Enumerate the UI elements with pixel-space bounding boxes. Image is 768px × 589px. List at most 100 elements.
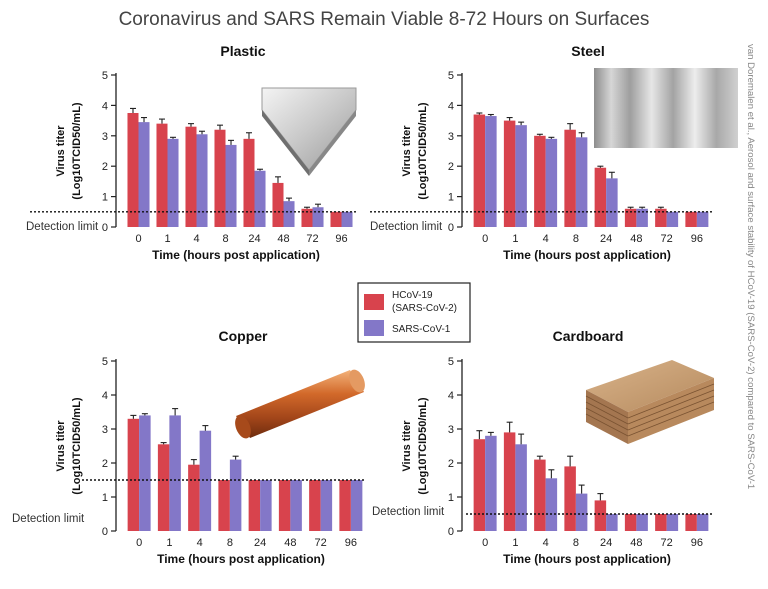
steel-x-tick-label: 48 <box>630 233 642 245</box>
cardboard-bar-sars2 <box>534 459 546 531</box>
steel-bar-sars1 <box>606 178 618 227</box>
copper-bar-sars1 <box>169 415 181 531</box>
steel-bar-sars1 <box>666 211 679 227</box>
plastic-bar-sars1 <box>225 144 237 227</box>
plastic-x-tick-label: 96 <box>335 233 347 245</box>
figure-title: Coronavirus and SARS Remain Viable 8-72 … <box>119 9 650 30</box>
copper-chart: Copper 0 1 2 3 4 5 Virus titer (Log10TCID50/mL) 0… <box>12 328 366 566</box>
plastic-y-tick-label: 4 <box>102 100 108 112</box>
steel-chart-title: Steel <box>571 43 604 59</box>
steel-y-tick-label: 3 <box>448 131 454 143</box>
plastic-bar-sars1 <box>138 122 150 227</box>
plastic-sheet-image <box>261 87 357 176</box>
cardboard-x-tick-label: 4 <box>543 537 549 549</box>
steel-bar-sars2 <box>655 208 667 227</box>
copper-y-label-line2: (Log10TCID50/mL) <box>71 397 83 495</box>
plastic-x-tick-label: 48 <box>277 233 289 245</box>
cardboard-y-tick-label: 5 <box>448 356 454 368</box>
copper-y-tick-label: 0 <box>102 526 108 538</box>
steel-y-label-line2: (Log10TCID50/mL) <box>417 102 429 200</box>
plastic-bar-sars2 <box>214 129 226 227</box>
steel-x-label: Time (hours post application) <box>503 248 671 262</box>
plastic-bar-sars1 <box>254 170 266 227</box>
steel-x-tick-label: 0 <box>482 233 488 245</box>
cardboard-chart-title: Cardboard <box>553 328 624 344</box>
steel-y-label-line1: Virus titer <box>401 125 413 177</box>
steel-bar-sars1 <box>636 208 648 227</box>
cardboard-bar-sars1 <box>696 514 709 531</box>
plastic-y-tick-label: 0 <box>102 222 108 234</box>
copper-y-tick-label: 1 <box>102 492 108 504</box>
cardboard-bar-sars2 <box>624 514 637 531</box>
cardboard-detection-limit-label: Detection limit <box>372 506 445 518</box>
legend-label-sars2-line1: HCoV-19 <box>392 290 433 301</box>
steel-bar-sars1 <box>515 125 527 227</box>
plastic-bar-sars2 <box>127 113 139 227</box>
copper-x-tick-label: 96 <box>345 537 357 549</box>
copper-bar-sars1 <box>139 415 151 531</box>
cardboard-chart: Cardboard 0 1 2 3 4 5 Virus titer (Log10TCID50/m… <box>372 328 712 566</box>
plastic-x-tick-label: 0 <box>135 233 141 245</box>
copper-detection-limit-label: Detection limit <box>12 513 85 525</box>
copper-y-tick-label: 3 <box>102 424 108 436</box>
steel-detection-limit-label: Detection limit <box>370 221 443 233</box>
plastic-bar-sars2 <box>243 138 255 227</box>
steel-chart: Steel 0 1 2 3 4 5 Virus titer (Log10TCID50/mL) 0 1… <box>370 43 712 262</box>
copper-bar-sars2 <box>218 480 230 531</box>
steel-bar-sars2 <box>534 135 546 227</box>
legend-label-sars2-line2: (SARS-CoV-2) <box>392 303 457 314</box>
cardboard-x-label: Time (hours post application) <box>503 552 671 566</box>
plastic-x-tick-label: 72 <box>306 233 318 245</box>
plastic-x-label: Time (hours post application) <box>152 248 320 262</box>
cardboard-bar-sars2 <box>655 514 667 531</box>
plastic-x-tick-label: 4 <box>193 233 199 245</box>
copper-x-tick-label: 72 <box>315 537 327 549</box>
cardboard-bar-sars1 <box>515 444 527 531</box>
copper-bar-sars1 <box>350 480 363 531</box>
cardboard-y-tick-label: 1 <box>448 492 454 504</box>
copper-bar-sars1 <box>229 459 242 531</box>
cardboard-bar-sars1 <box>666 514 679 531</box>
cardboard-x-tick-label: 0 <box>482 537 488 549</box>
plastic-y-tick-label: 3 <box>102 131 108 143</box>
steel-bar-sars2 <box>594 167 607 227</box>
cardboard-bar-sars1 <box>545 478 558 531</box>
legend-swatch-sars2 <box>364 294 384 310</box>
steel-y-tick-label: 0 <box>448 222 454 234</box>
cardboard-bar-sars1 <box>636 514 648 531</box>
steel-y-tick-label: 2 <box>448 161 454 173</box>
copper-x-tick-label: 4 <box>197 537 203 549</box>
steel-bar-sars2 <box>564 129 576 227</box>
steel-y-tick-label: 5 <box>448 70 454 82</box>
cardboard-stack-image <box>585 360 715 444</box>
copper-bar-sars1 <box>320 480 333 531</box>
plastic-detection-limit-label: Detection limit <box>26 221 99 233</box>
copper-bar-sars2 <box>309 480 321 531</box>
plastic-y-label-line2: (Log10TCID50/mL) <box>71 102 83 200</box>
copper-bar-sars2 <box>188 464 200 531</box>
steel-y-tick-label: 1 <box>448 192 454 204</box>
plastic-x-tick-label: 1 <box>164 233 170 245</box>
cardboard-bar-sars1 <box>606 514 618 531</box>
steel-x-tick-label: 1 <box>512 233 518 245</box>
copper-bar-sars2 <box>278 480 291 531</box>
legend: HCoV-19 (SARS-CoV-2) SARS-CoV-1 <box>357 282 471 343</box>
plastic-y-tick-label: 2 <box>102 161 108 173</box>
copper-x-tick-label: 0 <box>136 537 142 549</box>
plastic-bar-sars2 <box>185 126 197 227</box>
copper-x-tick-label: 8 <box>227 537 233 549</box>
copper-bar-sars1 <box>260 480 272 531</box>
steel-x-tick-label: 24 <box>600 233 612 245</box>
copper-rod-image <box>235 369 365 439</box>
plastic-chart-title: Plastic <box>220 43 265 59</box>
steel-bar-sars2 <box>473 114 486 227</box>
cardboard-x-tick-label: 24 <box>600 537 612 549</box>
cardboard-bar-sars1 <box>485 435 497 531</box>
steel-bar-sars2 <box>503 120 516 227</box>
cardboard-x-tick-label: 8 <box>573 537 579 549</box>
plastic-bar-sars1 <box>312 207 324 227</box>
plastic-y-tick-label: 1 <box>102 192 108 204</box>
cardboard-x-tick-label: 96 <box>691 537 703 549</box>
cardboard-y-tick-label: 2 <box>448 458 454 470</box>
